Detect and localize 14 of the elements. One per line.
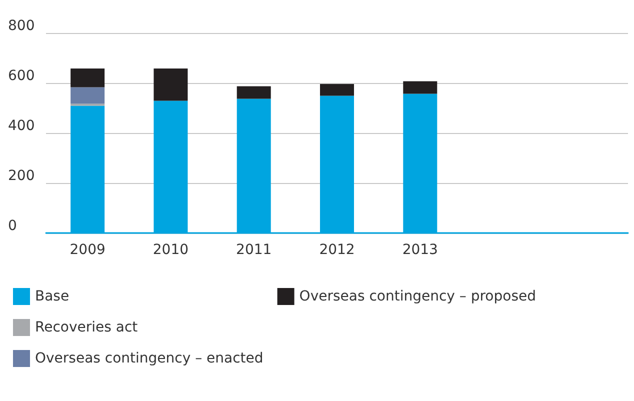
y-tick-label: 0 xyxy=(8,218,17,234)
x-tick-label: 2012 xyxy=(319,242,355,258)
y-tick-label: 400 xyxy=(8,118,35,134)
x-tick-label: 2010 xyxy=(152,242,189,258)
y-tick-label: 200 xyxy=(8,168,35,184)
x-tick-label: 2013 xyxy=(402,242,438,258)
legend-label: Recoveries act xyxy=(35,320,138,336)
legend-label: Overseas contingency – proposed xyxy=(299,288,536,304)
y-tick-label: 600 xyxy=(8,68,35,84)
legend-label: Overseas contingency – enacted xyxy=(35,350,264,366)
x-tick-label: 2011 xyxy=(236,242,272,258)
x-tick-label: 2009 xyxy=(70,242,106,258)
y-tick-label: 800 xyxy=(8,18,35,34)
legend-label: Base xyxy=(35,288,70,304)
